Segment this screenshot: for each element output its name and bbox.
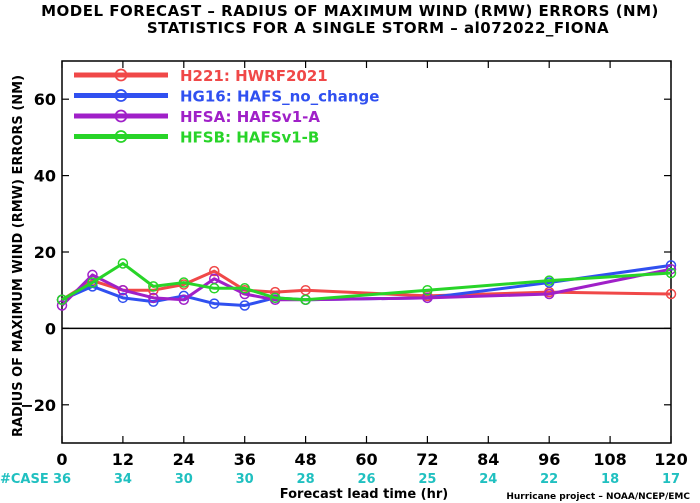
legend-marker bbox=[114, 68, 128, 82]
series-line bbox=[60, 267, 672, 307]
data-point bbox=[269, 292, 281, 304]
data-point bbox=[87, 277, 98, 288]
legend-marker bbox=[114, 109, 128, 123]
data-point bbox=[209, 298, 220, 309]
series-layer bbox=[56, 258, 677, 311]
legend-item: HG16: HAFS_no_change bbox=[74, 88, 379, 106]
x-axis-ticks: 0 12 24 36 48 60 72 84 96 108 120 bbox=[56, 61, 688, 469]
case-count: 30 bbox=[175, 472, 193, 487]
data-point bbox=[209, 265, 220, 277]
legend-item: HFSA: HAFSv1-A bbox=[74, 108, 320, 126]
case-count: 17 bbox=[662, 472, 680, 487]
legend: H221: HWRF2021 HG16: HAFS_no_change HFSA: … bbox=[74, 67, 379, 147]
data-point bbox=[178, 277, 190, 288]
data-point bbox=[300, 294, 311, 305]
legend-label: HFSA: HAFSv1-A bbox=[180, 108, 320, 126]
y-axis-ticks: −20 0 20 40 60 bbox=[20, 90, 671, 415]
legend-item: H221: HWRF2021 bbox=[74, 67, 328, 85]
y-tick-label: 0 bbox=[45, 319, 56, 338]
x-tick-label: 96 bbox=[538, 450, 560, 469]
case-label: #CASE bbox=[0, 472, 49, 487]
data-point bbox=[239, 300, 250, 311]
legend-label: H221: HWRF2021 bbox=[180, 67, 328, 85]
data-point bbox=[422, 284, 433, 296]
data-point bbox=[56, 300, 68, 311]
x-tick-label: 108 bbox=[593, 450, 626, 469]
case-count: 28 bbox=[297, 472, 315, 487]
data-point bbox=[148, 292, 159, 304]
x-tick-label: 60 bbox=[355, 450, 377, 469]
x-tick-label: 48 bbox=[294, 450, 316, 469]
case-count: 24 bbox=[479, 472, 497, 487]
chart-title-line1: MODEL FORECAST – RADIUS OF MAXIMUM WIND … bbox=[41, 2, 659, 20]
chart-title-line2: STATISTICS FOR A SINGLE STORM – al072022… bbox=[147, 19, 609, 37]
series-line bbox=[61, 263, 672, 307]
data-point bbox=[87, 269, 98, 281]
x-tick-label: 12 bbox=[112, 450, 134, 469]
case-count: 25 bbox=[418, 472, 436, 487]
data-point bbox=[117, 284, 129, 296]
case-count: 22 bbox=[540, 472, 558, 487]
credit-text: Hurricane project – NOAA/NCEP/EMC bbox=[506, 492, 690, 502]
x-tick-label: 120 bbox=[654, 450, 687, 469]
data-point bbox=[209, 283, 220, 294]
legend-marker bbox=[114, 89, 128, 102]
data-point bbox=[665, 288, 677, 300]
y-tick-label: 40 bbox=[34, 167, 56, 186]
data-point bbox=[117, 258, 129, 269]
x-tick-label: 84 bbox=[477, 450, 499, 469]
x-tick-label: 0 bbox=[56, 450, 67, 469]
legend-item: HFSB: HAFSv1-B bbox=[74, 129, 319, 147]
data-point bbox=[543, 288, 555, 300]
legend-label: HFSB: HAFSv1-B bbox=[180, 129, 319, 147]
data-point bbox=[422, 292, 433, 304]
y-tick-label: 60 bbox=[34, 90, 56, 109]
data-point bbox=[665, 267, 677, 279]
case-count: 34 bbox=[114, 472, 132, 487]
y-axis-label: RADIUS OF MAXIMUM WIND (RMW) ERRORS (NM) bbox=[11, 75, 26, 437]
data-point bbox=[148, 281, 159, 292]
case-count: 30 bbox=[236, 472, 254, 487]
data-point bbox=[56, 294, 68, 305]
x-tick-label: 24 bbox=[173, 450, 195, 469]
legend-label: HG16: HAFS_no_change bbox=[180, 88, 379, 106]
x-tick-label: 36 bbox=[234, 450, 256, 469]
series-line bbox=[61, 261, 672, 302]
case-count: 18 bbox=[601, 472, 619, 487]
data-point bbox=[543, 275, 555, 286]
y-tick-label: −20 bbox=[20, 396, 56, 415]
y-tick-label: 20 bbox=[34, 243, 56, 262]
data-point bbox=[178, 294, 190, 305]
x-axis-label: Forecast lead time (hr) bbox=[280, 487, 448, 502]
case-count: 36 bbox=[53, 472, 71, 487]
data-point bbox=[117, 292, 129, 304]
data-point bbox=[239, 283, 250, 294]
x-tick-label: 72 bbox=[416, 450, 438, 469]
case-counts: 36 34 30 30 28 26 25 24 22 18 17 bbox=[53, 472, 680, 487]
series-3 bbox=[56, 258, 677, 305]
case-count: 26 bbox=[357, 472, 375, 487]
legend-marker bbox=[114, 130, 128, 143]
